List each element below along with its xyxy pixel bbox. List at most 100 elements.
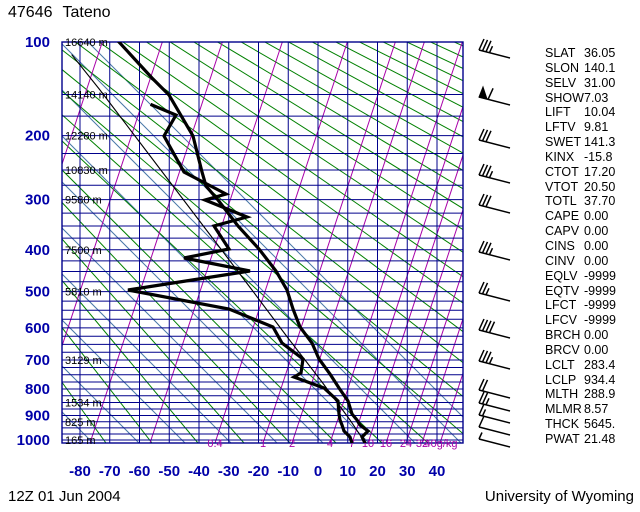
- stat-row-lftv: LFTV 9.81: [545, 120, 616, 135]
- svg-text:1000: 1000: [17, 432, 50, 449]
- svg-text:10830 m: 10830 m: [65, 165, 108, 177]
- dry-adiabat-lines: [62, 42, 463, 443]
- stat-value: 0.00: [584, 328, 609, 343]
- stat-key: VTOT: [545, 179, 579, 194]
- temperature-trace: [116, 42, 371, 443]
- svg-text:40: 40: [429, 463, 446, 480]
- svg-text:40g/kg: 40g/kg: [424, 438, 457, 450]
- stat-key: SWET: [545, 135, 582, 150]
- stat-value: 9.81: [584, 120, 609, 135]
- temperature-axis-labels: -80 -70 -60 -50 -40 -30 -20 -10 0 10 20 30 40: [69, 463, 445, 480]
- stat-value: 0.00: [584, 238, 609, 253]
- svg-text:12280 m: 12280 m: [65, 131, 108, 143]
- stat-value: 17.20: [584, 164, 616, 179]
- stat-value: 140.1: [584, 60, 616, 75]
- stat-value: 0.00: [584, 342, 609, 357]
- credit-label: University of Wyoming: [484, 488, 634, 505]
- stat-value: 36.05: [584, 46, 616, 60]
- stat-value: 934.4: [584, 372, 616, 387]
- stat-row-kinx: KINX -15.8: [545, 150, 616, 165]
- mixing-ratio-lines: [62, 42, 463, 443]
- stat-key: LFCV: [545, 313, 577, 328]
- stat-key: SELV: [545, 75, 577, 90]
- svg-text:10: 10: [339, 463, 356, 480]
- stat-value: -15.8: [584, 149, 613, 164]
- svg-text:-70: -70: [99, 463, 121, 480]
- svg-text:16: 16: [380, 438, 392, 450]
- stat-key: CINS: [545, 238, 575, 253]
- plot-border: [61, 41, 464, 444]
- stat-row-vtot: VTOT 20.50: [545, 180, 616, 195]
- stat-row-selv: SELV 31.00: [545, 76, 616, 91]
- stat-key: SHOW: [545, 90, 584, 105]
- svg-text:600: 600: [25, 320, 50, 337]
- stat-key: EQLV: [545, 268, 578, 283]
- svg-text:0.4: 0.4: [207, 438, 222, 450]
- stat-value: -9999: [584, 298, 616, 313]
- svg-text:300: 300: [25, 192, 50, 209]
- stat-row-cinv: CINV 0.00: [545, 254, 616, 269]
- svg-text:1534 m: 1534 m: [65, 397, 102, 409]
- svg-text:100: 100: [25, 34, 50, 51]
- stat-value: 37.70: [584, 194, 616, 209]
- isobar-lines: [62, 41, 463, 444]
- stat-row-brch: BRCH 0.00: [545, 328, 616, 343]
- svg-text:-20: -20: [248, 463, 270, 480]
- svg-text:400: 400: [25, 242, 50, 259]
- svg-text:24: 24: [400, 438, 412, 450]
- stat-key: LCLT: [545, 357, 575, 372]
- stat-key: LFCT: [545, 298, 577, 313]
- stat-value: 0.00: [584, 253, 609, 268]
- stat-row-ctot: CTOT 17.20: [545, 165, 616, 180]
- stat-key: SLON: [545, 60, 580, 75]
- stat-value: 283.4: [584, 357, 616, 372]
- isotherm-lines: [79, 42, 438, 443]
- stat-row-eqtv: EQTV -9999: [545, 284, 616, 299]
- svg-text:-60: -60: [129, 463, 151, 480]
- stat-key: TOTL: [545, 194, 577, 209]
- svg-text:7500 m: 7500 m: [65, 245, 102, 257]
- svg-text:32: 32: [416, 438, 428, 450]
- stat-row-totl: TOTL 37.70: [545, 194, 616, 209]
- stat-value: 7.03: [584, 90, 609, 105]
- stat-value: 141.3: [584, 135, 616, 150]
- stat-row-cins: CINS 0.00: [545, 239, 616, 254]
- svg-text:0: 0: [314, 463, 322, 480]
- stat-row-pwat: PWAT 21.48: [545, 432, 616, 447]
- dewpoint-trace: [127, 102, 354, 443]
- stat-row-brcv: BRCV 0.00: [545, 343, 616, 358]
- stat-value: -9999: [584, 313, 616, 328]
- svg-text:9580 m: 9580 m: [65, 195, 102, 207]
- svg-text:500: 500: [25, 284, 50, 301]
- stat-value: 31.00: [584, 75, 616, 90]
- stat-key: LFTV: [545, 120, 576, 135]
- stat-value: 10.04: [584, 105, 616, 120]
- altitude-labels: 16640 m 14140 m 12280 m 10830 m 9580 m 7500 m…: [65, 37, 108, 447]
- svg-text:-50: -50: [158, 463, 180, 480]
- stat-value: 0.00: [584, 224, 609, 239]
- svg-text:-40: -40: [188, 463, 210, 480]
- stat-key: BRCH: [545, 328, 581, 343]
- stat-row-show: SHOW7.03: [545, 91, 616, 106]
- svg-text:20: 20: [369, 463, 386, 480]
- svg-text:165 m: 165 m: [65, 435, 96, 447]
- stat-value: 0.00: [584, 209, 609, 224]
- stats-panel: SLAT 36.05 SLON 140.1 SELV 31.00 SHOW7.03 LIFT 1…: [545, 46, 616, 447]
- station-id: 47646: [8, 4, 53, 21]
- svg-text:16640 m: 16640 m: [65, 37, 108, 49]
- svg-text:825 m: 825 m: [65, 417, 96, 429]
- stat-key: CTOT: [545, 164, 579, 179]
- stat-value: 5645.: [584, 417, 616, 432]
- svg-text:1: 1: [260, 438, 266, 450]
- svg-text:5810 m: 5810 m: [65, 287, 102, 299]
- svg-text:2: 2: [289, 438, 295, 450]
- stat-row-slon: SLON 140.1: [545, 61, 616, 76]
- svg-text:30: 30: [399, 463, 416, 480]
- svg-text:-80: -80: [69, 463, 91, 480]
- stat-row-lclt: LCLT 283.4: [545, 358, 616, 373]
- stat-row-eqlv: EQLV -9999: [545, 269, 616, 284]
- timestamp-label: 12Z 01 Jun 2004: [8, 488, 121, 505]
- svg-text:3129 m: 3129 m: [65, 355, 102, 367]
